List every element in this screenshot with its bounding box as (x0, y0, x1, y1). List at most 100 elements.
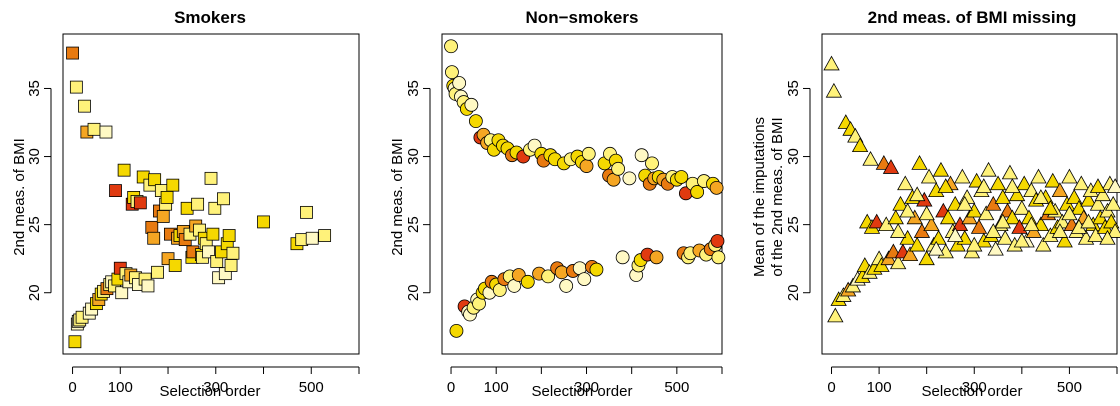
data-point (541, 269, 556, 284)
data-point (977, 205, 995, 221)
data-point (160, 191, 174, 204)
data-point (908, 236, 926, 252)
data-point (1008, 186, 1026, 202)
data-point (1023, 182, 1040, 197)
data-point (208, 201, 222, 215)
data-point (156, 210, 170, 223)
data-point (899, 202, 916, 218)
data-point (710, 234, 725, 248)
data-point (168, 259, 182, 272)
data-point (1013, 232, 1031, 248)
data-point (966, 236, 983, 252)
data-point (615, 250, 630, 265)
x-tick-label: 100 (108, 379, 133, 396)
data-point (956, 195, 973, 211)
x-tick-label: 300 (203, 379, 228, 396)
data-point (133, 196, 147, 210)
data-point (975, 178, 992, 193)
panel-title: 2nd meas. of BMI missing (868, 8, 1077, 27)
data-point (69, 80, 83, 94)
data-point (1030, 168, 1047, 184)
data-point (204, 171, 218, 185)
y-tick-label: 30 (405, 148, 422, 165)
data-point (985, 223, 1002, 238)
data-point (889, 254, 907, 270)
y-tick-label: 35 (785, 80, 802, 97)
x-tick-label: 300 (574, 379, 599, 396)
data-point (1089, 195, 1107, 211)
data-point (1032, 189, 1050, 204)
data-point (1061, 168, 1078, 184)
data-point (99, 125, 113, 139)
data-point (117, 163, 131, 177)
data-point (145, 220, 159, 234)
x-axis-label: Selection order (160, 383, 261, 400)
data-point (559, 279, 574, 293)
data-point (994, 213, 1011, 229)
data-point (882, 159, 900, 174)
data-point (109, 184, 122, 197)
data-point (901, 246, 919, 261)
y-tick-label: 20 (405, 284, 422, 301)
data-point (947, 227, 964, 242)
x-tick-label: 500 (664, 379, 689, 396)
data-point (1023, 216, 1040, 232)
data-point (889, 223, 907, 238)
data-point (1004, 178, 1021, 193)
data-point (115, 286, 129, 300)
data-point (987, 240, 1004, 256)
data-point (1070, 199, 1088, 215)
data-point (970, 219, 988, 234)
data-point (224, 259, 238, 272)
data-point (1056, 232, 1073, 248)
x-tick-label: 0 (447, 379, 455, 396)
data-point (468, 114, 483, 129)
data-point (923, 216, 940, 232)
data-point (1004, 209, 1021, 225)
data-point (444, 39, 458, 54)
data-point (1089, 178, 1107, 193)
data-point (918, 250, 935, 266)
data-point (709, 180, 724, 195)
data-point (217, 192, 230, 206)
panel-bmi-missing: 2nd meas. of BMI missing Selection order… (751, 8, 1120, 400)
data-point (147, 231, 161, 245)
data-point (1035, 236, 1052, 252)
data-point (1051, 182, 1069, 197)
data-point (452, 76, 467, 90)
data-point (1044, 172, 1061, 188)
data-point (202, 245, 216, 259)
data-point (206, 227, 220, 241)
x-tick-label: 0 (68, 379, 76, 396)
x-axis-label: Selection order (532, 383, 633, 400)
data-point (690, 185, 705, 199)
data-point (222, 229, 236, 242)
data-point (825, 82, 843, 98)
data-point (449, 323, 464, 338)
data-point (1099, 229, 1116, 245)
x-axis-label: Selection order (922, 383, 1023, 400)
data-point (66, 46, 79, 60)
data-point (166, 178, 180, 192)
data-point (1080, 213, 1097, 229)
data-point (589, 262, 604, 277)
data-point (87, 122, 101, 136)
data-point (1094, 186, 1111, 202)
data-point (634, 148, 649, 163)
data-point (827, 307, 844, 323)
data-point (920, 168, 938, 184)
y-tick-label: 30 (26, 148, 43, 165)
data-point (823, 55, 840, 71)
y-tick-label: 25 (405, 216, 422, 233)
data-point (847, 127, 864, 143)
data-point (1087, 227, 1104, 242)
y-axis-label: 2nd meas. of BMI (11, 138, 28, 256)
data-point (577, 272, 592, 287)
y-tick-label: 20 (26, 284, 43, 301)
data-point (1042, 199, 1059, 215)
data-point (151, 265, 164, 279)
panel-title: Non−smokers (526, 8, 639, 27)
data-point (918, 205, 935, 221)
data-point (1080, 191, 1097, 207)
data-point (649, 250, 664, 265)
